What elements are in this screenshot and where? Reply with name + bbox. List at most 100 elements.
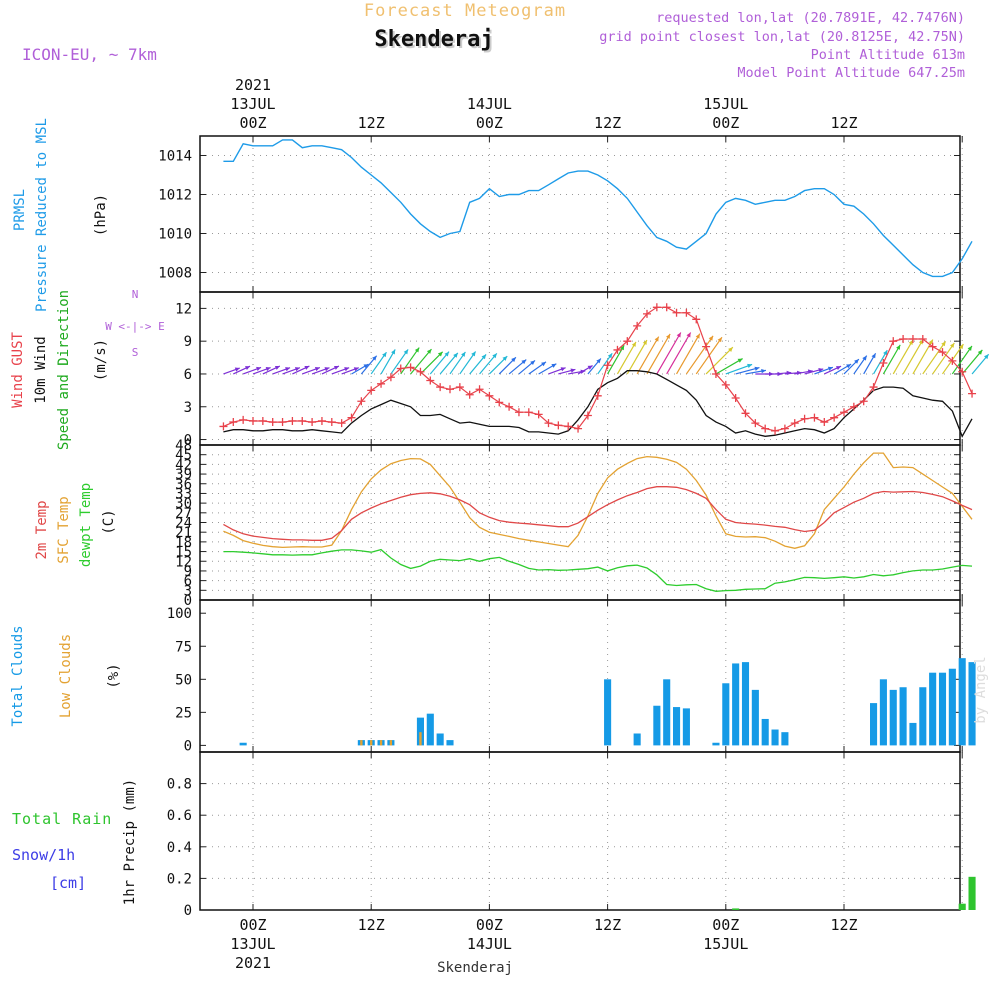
- compass-s: S: [132, 346, 139, 359]
- gust-marker: [455, 383, 464, 392]
- total-cloud-bar: [732, 663, 740, 746]
- wind-arrow: [646, 333, 671, 375]
- gust-marker: [416, 367, 425, 376]
- y-tick-label: 1010: [158, 227, 192, 243]
- wind-arrow: [636, 336, 660, 375]
- wind-arrowhead: [941, 341, 946, 347]
- wind-arrowhead: [871, 353, 876, 359]
- footer-location: Skenderaj: [437, 960, 513, 976]
- wind-arrowhead: [761, 369, 766, 374]
- time-axis-label: 12Z: [358, 114, 385, 132]
- wind-arrowhead: [666, 334, 671, 339]
- wind-arrowhead: [453, 352, 458, 358]
- prmsl-line: [223, 139, 973, 278]
- wind-arrow: [685, 335, 714, 375]
- wind-arrowhead: [676, 332, 681, 338]
- gust-marker: [603, 361, 612, 370]
- gust-marker: [406, 363, 415, 372]
- gust-marker: [268, 418, 277, 427]
- wind-arrowhead: [403, 349, 409, 355]
- wind-arrow: [705, 346, 734, 375]
- total-cloud-bar: [751, 689, 759, 746]
- total-cloud-bar: [633, 733, 641, 746]
- model-altitude: Model Point Altitude 647.25m: [737, 65, 965, 81]
- wind-arrowhead: [294, 367, 300, 372]
- wind-arrowhead: [883, 350, 888, 356]
- time-axis-label: 00Z: [712, 916, 739, 934]
- total-cloud-bar: [948, 668, 956, 746]
- wind-arrowhead: [334, 366, 339, 370]
- wind-arrowhead: [372, 355, 377, 361]
- gust-marker: [298, 416, 307, 425]
- y-tick-label: 6: [184, 367, 192, 383]
- rain-bar: [732, 908, 740, 910]
- total-cloud-bar: [741, 662, 750, 746]
- gust-marker: [258, 416, 267, 425]
- wind-gust-label: Wind GUST: [10, 332, 26, 408]
- total-cloud-bar: [938, 672, 947, 746]
- gust-marker: [436, 383, 445, 392]
- wind-arrow: [390, 349, 409, 375]
- gust-marker: [574, 424, 583, 433]
- gust-marker: [820, 418, 829, 427]
- gust-marker: [475, 385, 484, 394]
- gust-marker: [711, 369, 720, 378]
- gust-marker: [958, 367, 967, 376]
- wind-arrowhead: [274, 366, 280, 370]
- total-cloud-bar: [889, 689, 897, 746]
- gust-marker: [249, 416, 257, 425]
- wind-arrowhead: [959, 344, 964, 350]
- wind-arrowhead: [521, 359, 527, 365]
- wind-arrowhead: [596, 358, 601, 364]
- y-tick-label: 9: [184, 334, 192, 350]
- gust-marker: [859, 397, 868, 406]
- wind-arrowhead: [285, 367, 291, 372]
- compass-we: W <-|-> E: [105, 320, 165, 333]
- gust-marker: [899, 334, 908, 343]
- y-tick-label: 48: [175, 438, 192, 454]
- gust-marker: [889, 337, 898, 346]
- requested-coords: requested lon,lat (20.7891E, 42.7476N): [656, 10, 965, 26]
- gust-marker: [633, 321, 642, 330]
- total-cloud-bar: [722, 683, 730, 746]
- wind-arrowhead: [846, 364, 852, 369]
- gust-marker: [800, 414, 809, 423]
- total-cloud-bar: [653, 705, 661, 746]
- wind-arrowhead: [737, 358, 743, 363]
- wind-arrowhead: [492, 353, 497, 359]
- wind-arrow: [380, 349, 396, 375]
- pressure-panel: 1008 1010 1012 1014: [158, 135, 973, 293]
- gust-marker: [514, 408, 523, 417]
- wind-arrowhead: [977, 349, 983, 355]
- total-cloud-bar: [436, 733, 444, 746]
- y-tick-label: 39: [175, 467, 192, 483]
- panel-frame: [199, 751, 961, 911]
- total-rain-label: Total Rain: [12, 810, 112, 828]
- rain-bar: [968, 876, 976, 910]
- time-axis-label: 2021: [235, 954, 271, 972]
- rain-bar: [958, 903, 966, 910]
- gust-marker: [288, 416, 297, 425]
- gust-marker: [623, 337, 632, 346]
- total-cloud-bar: [426, 713, 434, 746]
- wind-arrow: [892, 339, 914, 375]
- cloud-panel: 0 25 50 75 100: [167, 599, 976, 754]
- wind-arrow: [676, 333, 701, 375]
- wind-arrow: [725, 363, 753, 375]
- pressure-unit-label: (hPa): [93, 194, 109, 236]
- pressure-reduced-label: Pressure Reduced to MSL: [34, 118, 50, 312]
- wind-arrowhead: [642, 340, 647, 345]
- gust-marker: [928, 342, 937, 351]
- wind-arrowhead: [314, 367, 320, 372]
- low-cloud-bar: [370, 740, 373, 746]
- gust-marker: [308, 418, 317, 427]
- total-cloud-bar: [968, 662, 976, 746]
- gust-marker: [908, 334, 917, 343]
- wind-arrowhead: [265, 367, 271, 372]
- t2m-line: [223, 486, 973, 541]
- sfc-temp-label: SFC Temp: [56, 496, 72, 563]
- snow-label: Snow/1h: [12, 846, 75, 864]
- gust-marker: [583, 411, 592, 420]
- gust-marker: [485, 391, 494, 400]
- y-tick-label: 0: [184, 903, 192, 919]
